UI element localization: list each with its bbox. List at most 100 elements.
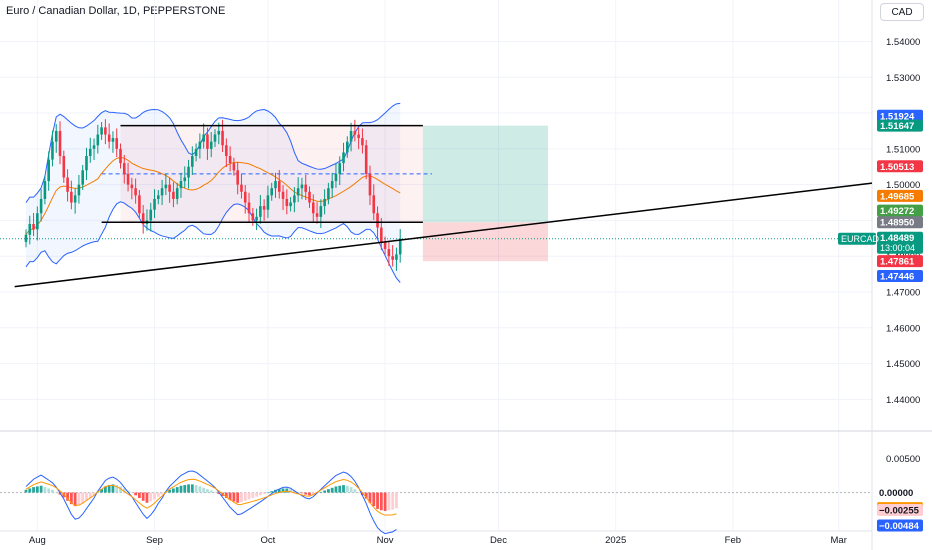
price-label-text: 1.49272 <box>880 206 914 217</box>
trend-lines[interactable] <box>14 124 873 288</box>
macd-label-text: −0.00255 <box>879 505 920 516</box>
histogram-bar <box>289 489 292 493</box>
price-label-text: 1.47446 <box>880 272 914 283</box>
candle-body <box>270 188 273 196</box>
candle-body <box>281 191 285 199</box>
histogram-bar <box>353 489 357 493</box>
price-label-bg <box>877 270 923 283</box>
candle-body <box>70 191 73 203</box>
price-axis[interactable]: 1.540001.530001.520001.510001.500001.490… <box>886 37 920 499</box>
histogram-bar <box>236 492 240 503</box>
histogram-bar <box>376 492 379 509</box>
histogram-bar <box>270 491 274 493</box>
price-label-bg <box>877 231 923 254</box>
price-tick-label: 1.54000 <box>886 37 920 48</box>
candle-body <box>122 163 126 174</box>
histogram-bar <box>243 492 247 501</box>
histogram-bar <box>179 485 183 493</box>
currency-button[interactable]: CAD <box>880 3 924 21</box>
candle-body <box>262 206 266 210</box>
candle-body <box>225 145 228 156</box>
price-label-bg <box>877 189 923 202</box>
histogram-bar <box>160 492 164 495</box>
histogram-bar <box>138 492 141 499</box>
histogram-bar <box>54 491 58 493</box>
price-tick-label: 1.50000 <box>886 180 920 191</box>
candle-body <box>346 141 349 153</box>
time-tick-label: Feb <box>725 535 741 546</box>
histogram-bar <box>194 485 198 493</box>
candle-body <box>164 184 168 189</box>
candle-body <box>100 127 103 135</box>
candle-body <box>58 130 62 156</box>
histogram-bar <box>153 492 156 500</box>
macd-tick-label: 0.00500 <box>886 454 920 465</box>
candle-body <box>327 188 330 199</box>
candle-body <box>395 254 398 260</box>
histogram-bar <box>28 488 32 493</box>
candle-body <box>304 184 308 192</box>
histogram-bar <box>364 492 368 499</box>
candle-body <box>387 249 391 257</box>
histogram-bar <box>187 484 190 493</box>
candle-body <box>43 181 47 199</box>
candles <box>24 119 402 271</box>
histogram-bar <box>47 488 51 493</box>
candle-body <box>175 188 179 199</box>
candle-body <box>168 184 171 192</box>
candle-body <box>47 159 50 182</box>
histogram-bar <box>202 487 206 493</box>
candle-body <box>51 141 54 160</box>
loss-zone <box>422 222 548 262</box>
histogram-bar <box>217 492 221 494</box>
candle-body <box>255 216 258 221</box>
time-tick-label: Nov <box>377 535 394 546</box>
upper-band <box>25 102 401 203</box>
histogram-bar <box>149 492 153 502</box>
candle-body <box>141 213 145 224</box>
candle-body <box>274 181 277 189</box>
candle-body <box>296 188 300 196</box>
candle-body <box>342 152 345 164</box>
candle-body <box>32 224 35 230</box>
histogram-bar <box>349 487 353 493</box>
price-tick-label: 1.46000 <box>886 323 920 334</box>
histogram-bar <box>387 492 391 511</box>
histogram-bar <box>206 489 209 493</box>
price-label-text: 1.48489 <box>880 233 914 244</box>
candle-body <box>77 184 81 196</box>
candle-body <box>96 134 100 146</box>
macd-label-bg <box>877 486 923 499</box>
candle-body <box>153 198 156 210</box>
histogram-bar <box>311 492 315 495</box>
candle-body <box>334 173 338 182</box>
candle-body <box>81 170 84 185</box>
histogram-bar <box>172 488 175 493</box>
histogram-bar <box>107 485 111 493</box>
histogram-bar <box>379 492 383 511</box>
price-tick-label: 1.51000 <box>886 144 920 155</box>
candle-body <box>172 191 175 199</box>
histogram-bar <box>39 485 43 493</box>
candle-body <box>364 145 368 174</box>
histogram-bar <box>266 492 270 494</box>
price-label-text: 1.49685 <box>880 191 915 202</box>
middle-band <box>25 156 401 236</box>
price-label-text: 1.51647 <box>880 121 914 132</box>
candle-body <box>92 145 96 149</box>
histogram-bar <box>103 486 107 493</box>
symbol-tag-text: EURCAD <box>841 234 880 244</box>
histogram-bar <box>372 492 376 507</box>
candle-body <box>73 195 77 203</box>
histogram-bar <box>85 492 88 501</box>
macd-label-bg <box>877 503 923 516</box>
time-axis[interactable]: Aug Sep Oct Nov Dec 2025 Feb Mar <box>29 535 847 546</box>
histogram-bar <box>213 491 217 493</box>
candle-body <box>311 202 315 214</box>
candle-body <box>289 202 292 207</box>
candle-body <box>319 206 323 217</box>
histogram-bar <box>209 490 213 493</box>
candle-body <box>221 130 224 146</box>
chart-title: Euro / Canadian Dollar, 1D, PEPPERSTONE <box>6 5 226 17</box>
